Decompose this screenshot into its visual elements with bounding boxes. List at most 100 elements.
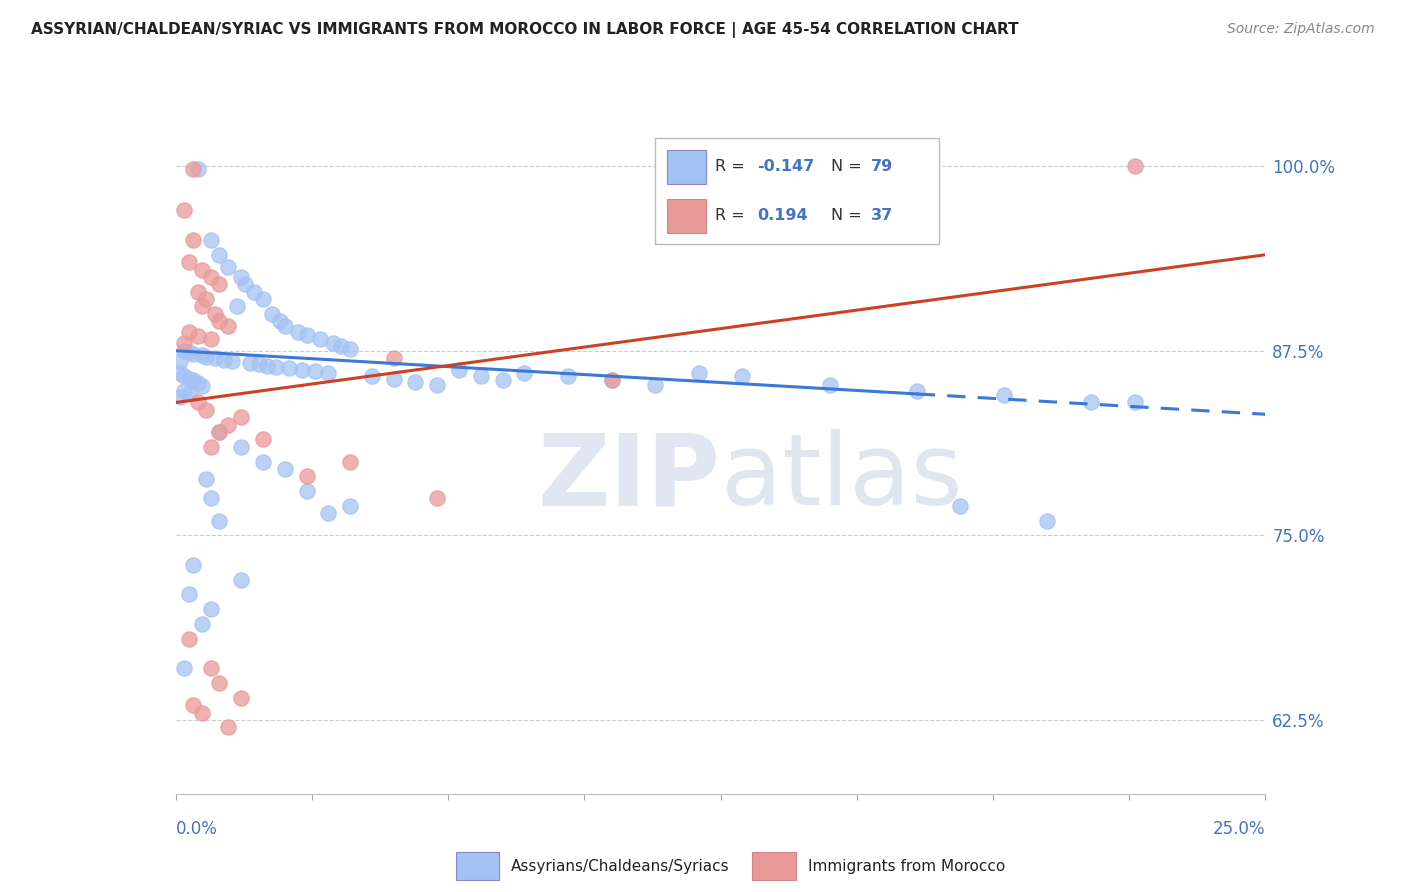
Point <box>208 676 231 690</box>
Point <box>208 277 231 292</box>
Point <box>318 506 340 520</box>
Point <box>322 336 344 351</box>
Text: 0.194: 0.194 <box>758 208 808 223</box>
Point <box>200 269 222 284</box>
Point <box>186 285 209 299</box>
Point <box>181 698 204 713</box>
Point <box>330 339 353 353</box>
Point <box>269 314 291 328</box>
Point <box>278 361 301 376</box>
Point <box>304 364 326 378</box>
Point <box>231 410 253 425</box>
Point <box>173 203 195 218</box>
Point <box>360 368 382 383</box>
Point <box>274 318 297 333</box>
Point <box>173 343 195 358</box>
Point <box>191 617 214 632</box>
Point <box>191 379 214 393</box>
Text: Assyrians/Chaldeans/Syriacs: Assyrians/Chaldeans/Syriacs <box>512 859 730 873</box>
Point <box>208 514 231 528</box>
Point <box>173 661 195 675</box>
Point <box>247 357 270 371</box>
Point <box>191 300 214 314</box>
FancyBboxPatch shape <box>456 853 499 880</box>
Point <box>173 384 195 398</box>
Point <box>1036 514 1059 528</box>
Point <box>217 417 239 432</box>
Point <box>600 373 623 387</box>
Point <box>239 355 262 369</box>
Text: 0.0%: 0.0% <box>176 821 218 838</box>
Point <box>195 472 218 486</box>
Point <box>181 347 204 361</box>
Point <box>200 491 222 506</box>
Text: 79: 79 <box>870 159 893 174</box>
Text: atlas: atlas <box>721 429 962 526</box>
Point <box>177 345 200 359</box>
Text: N =: N = <box>831 208 862 223</box>
Point <box>208 314 231 328</box>
Point <box>1123 159 1146 173</box>
Point <box>339 499 361 513</box>
Point <box>1080 395 1102 409</box>
Point <box>231 690 253 705</box>
Point <box>195 402 218 417</box>
Text: -0.147: -0.147 <box>758 159 814 174</box>
Point <box>217 720 239 734</box>
Point <box>243 285 266 299</box>
Text: R =: R = <box>714 208 744 223</box>
Point <box>492 373 515 387</box>
Text: 25.0%: 25.0% <box>1213 821 1265 838</box>
Point <box>217 260 239 274</box>
Point <box>200 440 222 454</box>
FancyBboxPatch shape <box>666 150 706 184</box>
FancyBboxPatch shape <box>655 138 939 244</box>
Point <box>169 390 191 404</box>
Point <box>177 372 200 386</box>
Point <box>200 661 222 675</box>
Point <box>173 336 195 351</box>
Point <box>221 354 243 368</box>
Point <box>339 343 361 357</box>
Point <box>217 318 239 333</box>
Point <box>644 377 666 392</box>
Point <box>231 573 253 587</box>
Point <box>181 558 204 572</box>
Point <box>173 368 195 383</box>
Point <box>181 162 204 177</box>
Point <box>191 706 214 720</box>
Point <box>200 332 222 346</box>
Point <box>177 386 200 401</box>
Point <box>295 327 318 342</box>
Point <box>557 368 579 383</box>
Point <box>731 368 754 383</box>
Point <box>426 377 449 392</box>
Point <box>195 292 218 306</box>
Point <box>949 499 972 513</box>
Text: Immigrants from Morocco: Immigrants from Morocco <box>808 859 1005 873</box>
Point <box>208 425 231 439</box>
Point <box>191 262 214 277</box>
Text: Source: ZipAtlas.com: Source: ZipAtlas.com <box>1227 22 1375 37</box>
Point <box>231 269 253 284</box>
Point <box>600 373 623 387</box>
Point <box>181 233 204 247</box>
Point <box>204 351 226 366</box>
Point <box>186 329 209 343</box>
Point <box>195 350 218 364</box>
Point <box>382 351 405 366</box>
Point <box>405 375 427 389</box>
Point <box>318 366 340 380</box>
Point <box>186 162 209 177</box>
Point <box>426 491 449 506</box>
Point <box>200 233 222 247</box>
Point <box>447 363 470 377</box>
Point <box>177 255 200 269</box>
Point <box>252 292 274 306</box>
Text: ZIP: ZIP <box>537 429 721 526</box>
Point <box>1123 395 1146 409</box>
Point <box>186 376 209 391</box>
Point <box>177 632 200 646</box>
Point <box>470 368 492 383</box>
Point <box>212 352 235 367</box>
